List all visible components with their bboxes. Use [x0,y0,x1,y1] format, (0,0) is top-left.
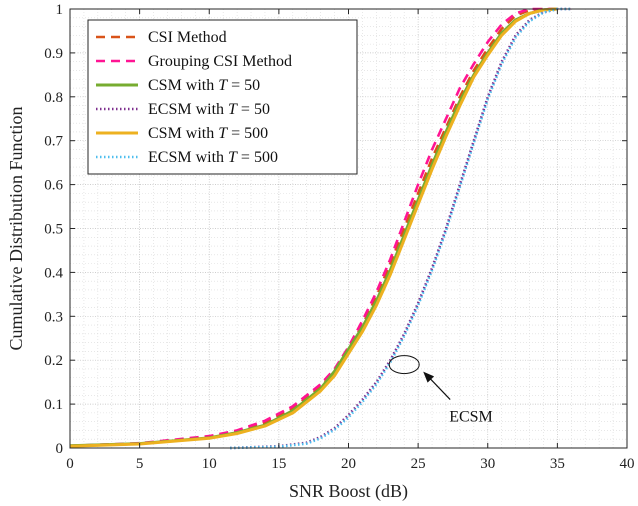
series-line [69,7,558,448]
legend-box [87,19,358,175]
series-line [69,7,558,448]
y-tick-label: 0.1 [44,397,63,413]
x-tick-label: 40 [620,456,635,472]
annotation-ecsm: ECSM [388,355,493,426]
annotation-arrow [427,376,451,401]
legend: CSI Method Grouping CSI Method CSM with T … [87,19,358,175]
x-tick-label: 20 [341,456,356,472]
legend-label: ECSM with T = 500 [148,149,278,166]
x-tick-label: 5 [136,456,144,472]
y-tick-label: 0.3 [44,309,63,325]
x-tick-label: 0 [66,456,74,472]
tick-labels: 0 5 10 15 20 25 30 35 40 0 0.1 0.2 0.3 0.4 0.5 0.6 0.7 0.… [44,2,634,472]
y-tick-label: 0.4 [44,265,63,281]
annotation-ellipse [388,355,420,375]
y-tick-label: 0.9 [44,46,63,62]
y-tick-label: 0.2 [44,353,63,369]
x-tick-label: 25 [411,456,426,472]
y-tick-label: 1 [56,2,64,18]
y-tick-label: 0 [56,441,64,457]
legend-label: CSM with T = 50 [148,77,260,94]
y-axis-label: Cumulative Distribution Function [6,107,26,351]
series-line [69,7,558,448]
annotation-arrowhead [423,371,435,383]
axis-ticks [69,8,628,449]
x-tick-label: 15 [271,456,286,472]
x-tick-label: 35 [550,456,565,472]
x-axis-label: SNR Boost (dB) [289,481,408,502]
annotation-label: ECSM [449,409,493,426]
y-tick-label: 0.5 [44,222,63,238]
x-tick-label: 30 [480,456,495,472]
legend-label: CSI Method [148,29,227,46]
y-tick-label: 0.7 [44,134,63,150]
legend-label: Grouping CSI Method [148,53,292,70]
y-tick-label: 0.6 [44,178,63,194]
legend-label: ECSM with T = 50 [148,101,270,118]
y-tick-label: 0.8 [44,90,63,106]
x-tick-label: 10 [202,456,217,472]
legend-label: CSM with T = 500 [148,125,268,142]
series-layer [69,7,572,450]
